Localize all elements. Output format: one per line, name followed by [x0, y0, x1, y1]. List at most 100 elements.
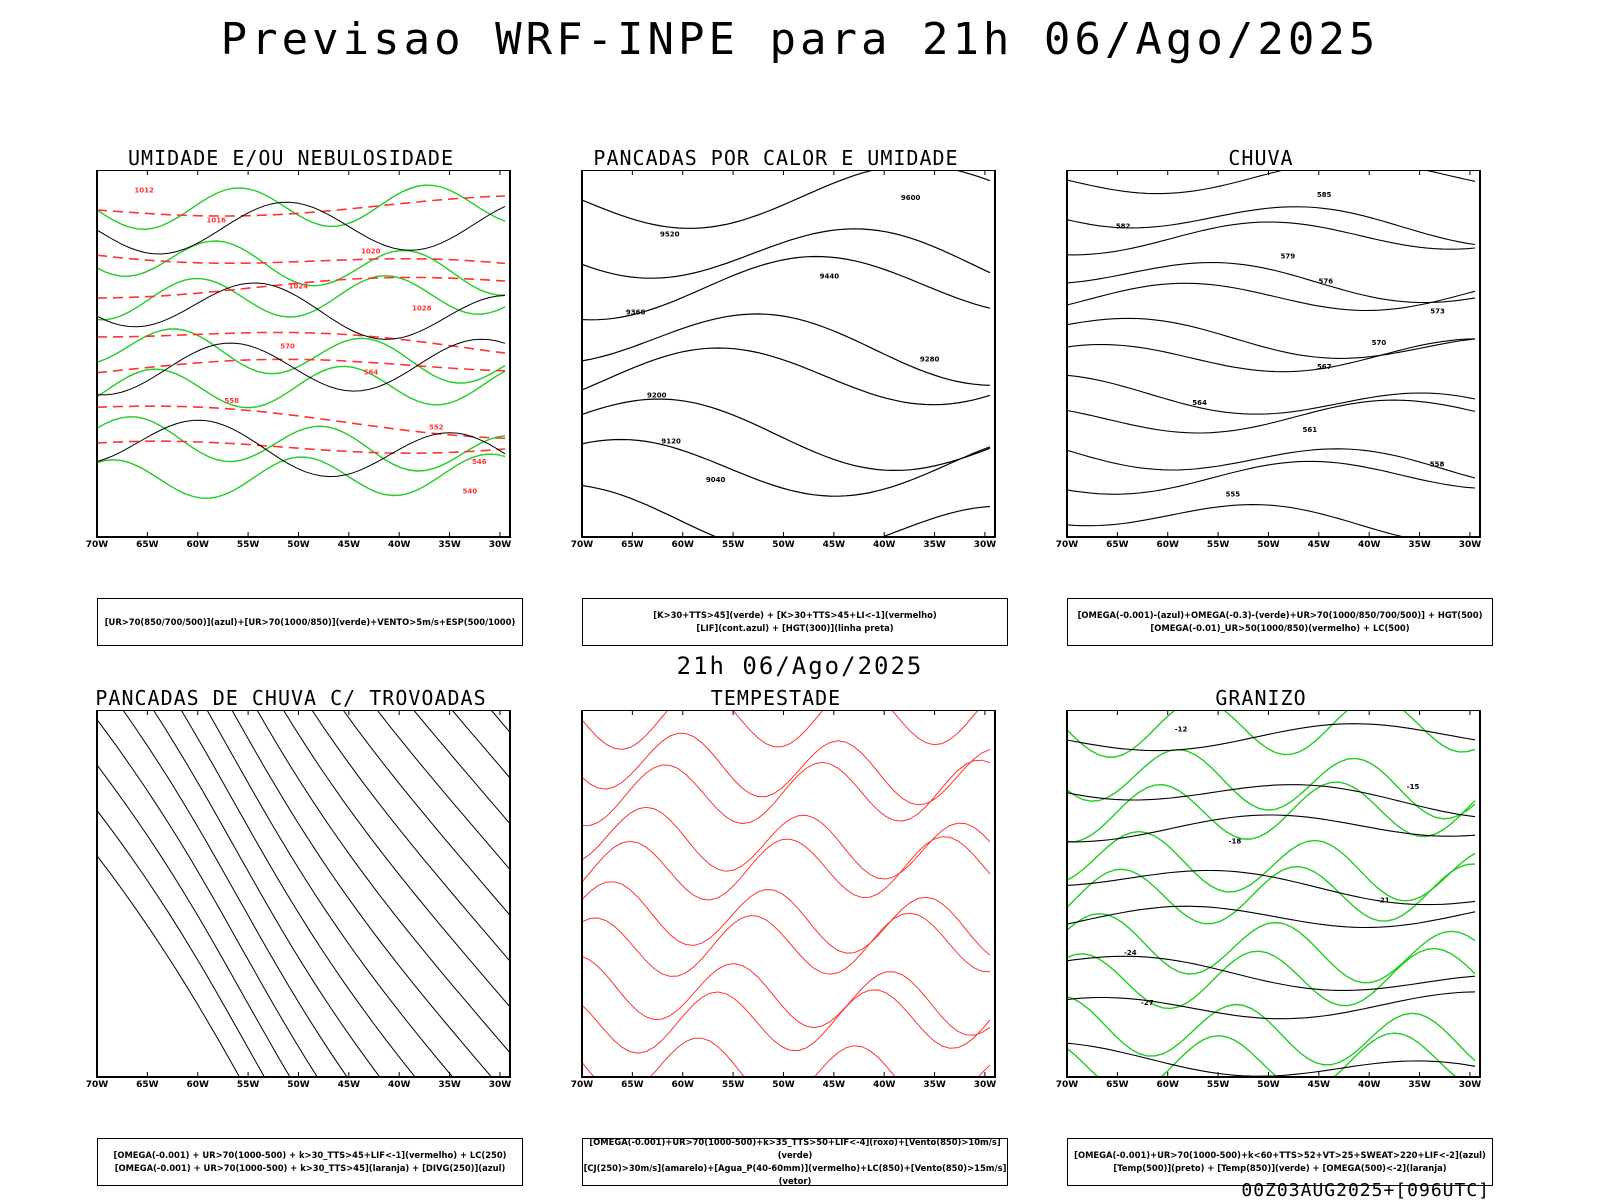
contour-label: 573 — [1430, 307, 1445, 315]
contour-line — [1067, 955, 1476, 991]
contour-label: 564 — [364, 369, 379, 377]
streamline — [282, 710, 510, 1008]
streamline — [231, 710, 492, 1077]
contour-line — [1067, 170, 1476, 195]
contour-label: -18 — [1229, 838, 1242, 846]
contour-label: 570 — [1372, 339, 1387, 347]
lon-label: 70W — [86, 540, 109, 550]
contour-label: 1016 — [207, 216, 227, 224]
axis-ticks: 12S15S18S21S24S27S30S33S36S39S42S70W65W6… — [571, 710, 996, 1090]
lon-label: 50W — [772, 1080, 795, 1090]
contour-line — [97, 184, 506, 231]
panel-title: PANCADAS POR CALOR E UMIDADE — [593, 146, 959, 170]
contour-line — [1067, 995, 1476, 1066]
contour-label: 9040 — [706, 476, 726, 484]
contour-line — [97, 338, 506, 396]
lon-label: 30W — [1459, 540, 1482, 550]
legend-line-1: [OMEGA(-0.001)-(azul)+OMEGA(-0.3)-(verde… — [1077, 610, 1483, 620]
contour-line — [582, 228, 991, 279]
contour-line — [97, 274, 506, 321]
contour-line — [1067, 448, 1476, 479]
contour-line — [1067, 317, 1476, 359]
valid-time-label: 21h 06/Ago/2025 — [676, 652, 924, 680]
contour-label: 561 — [1302, 426, 1317, 434]
lon-label: 65W — [136, 1080, 159, 1090]
map-content: 9600 9520 9440 9360 9280 9200 9120 9040 — [582, 170, 991, 537]
hgt500-contours — [1067, 170, 1476, 537]
contour-line — [97, 453, 506, 500]
hgt300-contours — [582, 170, 991, 537]
contour-line — [582, 710, 979, 750]
map-trovoadas: 12S15S18S21S24S27S30S33S36S39S42S70W65W6… — [86, 710, 511, 1090]
contour-line — [1067, 1032, 1458, 1077]
panel-granizo: GRANIZO -12 -15 -18 -21 -24 -2712S15S18S21S24… — [1026, 686, 1496, 1186]
contour-line — [582, 438, 991, 497]
lon-label: 45W — [823, 540, 846, 550]
legend-pancadas-calor: [K>30+TTS>45](verde) + [K>30+TTS>45+LI<-… — [582, 598, 1008, 646]
contour-line — [1067, 221, 1476, 256]
lon-label: 45W — [823, 1080, 846, 1090]
lon-label: 50W — [287, 1080, 310, 1090]
contour-line — [97, 419, 506, 478]
temp500-labels: -12 -15 -18 -21 -24 -27 — [1124, 725, 1419, 1006]
map-background — [97, 170, 510, 537]
lon-label: 30W — [1459, 1080, 1482, 1090]
map-content: 585 582 579 576 573 570 567 564 561 558 555 — [1067, 170, 1476, 537]
lc850-streamlines — [582, 710, 991, 1077]
legend-line-2: [CJ(250)>30m/s](amarelo)+[Agua_P(40-60mm… — [583, 1163, 1007, 1186]
contour-line — [1067, 947, 1476, 1010]
map-content — [97, 710, 510, 1077]
contour-line — [1067, 814, 1476, 843]
lon-label: 65W — [136, 540, 159, 550]
contour-line — [1067, 399, 1476, 434]
map-background — [1067, 170, 1480, 537]
temp500-contours — [1067, 723, 1476, 1077]
lon-label: 55W — [1207, 540, 1230, 550]
contour-line — [97, 276, 506, 299]
legend-line-1: [K>30+TTS>45](verde) + [K>30+TTS>45+LI<-… — [653, 610, 937, 620]
lon-label: 50W — [1257, 540, 1280, 550]
contour-label: 567 — [1317, 363, 1332, 371]
contour-label: -27 — [1141, 999, 1154, 1007]
lon-label: 65W — [1106, 1080, 1129, 1090]
contour-label: 9280 — [920, 355, 940, 363]
contour-label: -24 — [1124, 949, 1137, 957]
lon-label: 40W — [1358, 1080, 1381, 1090]
contour-label: 1012 — [134, 187, 154, 195]
contour-line — [1067, 905, 1476, 929]
lon-label: 40W — [388, 1080, 411, 1090]
legend-chuva: [OMEGA(-0.001)-(azul)+OMEGA(-0.3)-(verde… — [1067, 598, 1493, 646]
lon-label: 55W — [1207, 1080, 1230, 1090]
streamline — [206, 710, 453, 1077]
contour-line — [1067, 261, 1476, 304]
lon-label: 65W — [1106, 540, 1129, 550]
streamline — [152, 710, 381, 1077]
map-chuva: 585 582 579 576 573 570 567 564 561 558 55512S15S1… — [1056, 170, 1482, 550]
contour-line — [1067, 504, 1407, 537]
contour-line — [1067, 869, 1476, 906]
streamline — [256, 710, 510, 1054]
contour-line — [1067, 460, 1476, 495]
hgt500-labels: 585 582 579 576 573 570 567 564 561 558 555 — [1116, 191, 1445, 498]
contour-label: 570 — [280, 343, 295, 351]
contour-line — [97, 440, 506, 454]
lon-label: 35W — [1408, 1080, 1431, 1090]
contour-line — [582, 398, 991, 472]
lon-label: 45W — [1308, 1080, 1331, 1090]
contour-label: 582 — [1116, 222, 1131, 230]
map-content: -12 -15 -18 -21 -24 -27 — [1067, 710, 1476, 1077]
lon-label: 70W — [1056, 540, 1079, 550]
lon-label: 35W — [923, 1080, 946, 1090]
lon-label: 60W — [187, 540, 210, 550]
lon-label: 70W — [571, 1080, 594, 1090]
contour-line — [97, 282, 506, 340]
contour-line — [582, 912, 991, 977]
legend-line-1: [UR>70(850/700/500)](azul)+[UR>70(1000/8… — [104, 616, 516, 627]
streamline — [180, 710, 416, 1077]
hgt300-labels: 9600 9520 9440 9360 9280 9200 9120 9040 — [626, 194, 940, 484]
contour-line — [1067, 338, 1476, 373]
streamline — [97, 718, 318, 1077]
contour-label: 9440 — [820, 272, 840, 280]
main-title: Previsao WRF-INPE para 21h 06/Ago/2025 — [220, 14, 1380, 65]
lon-label: 55W — [237, 1080, 260, 1090]
